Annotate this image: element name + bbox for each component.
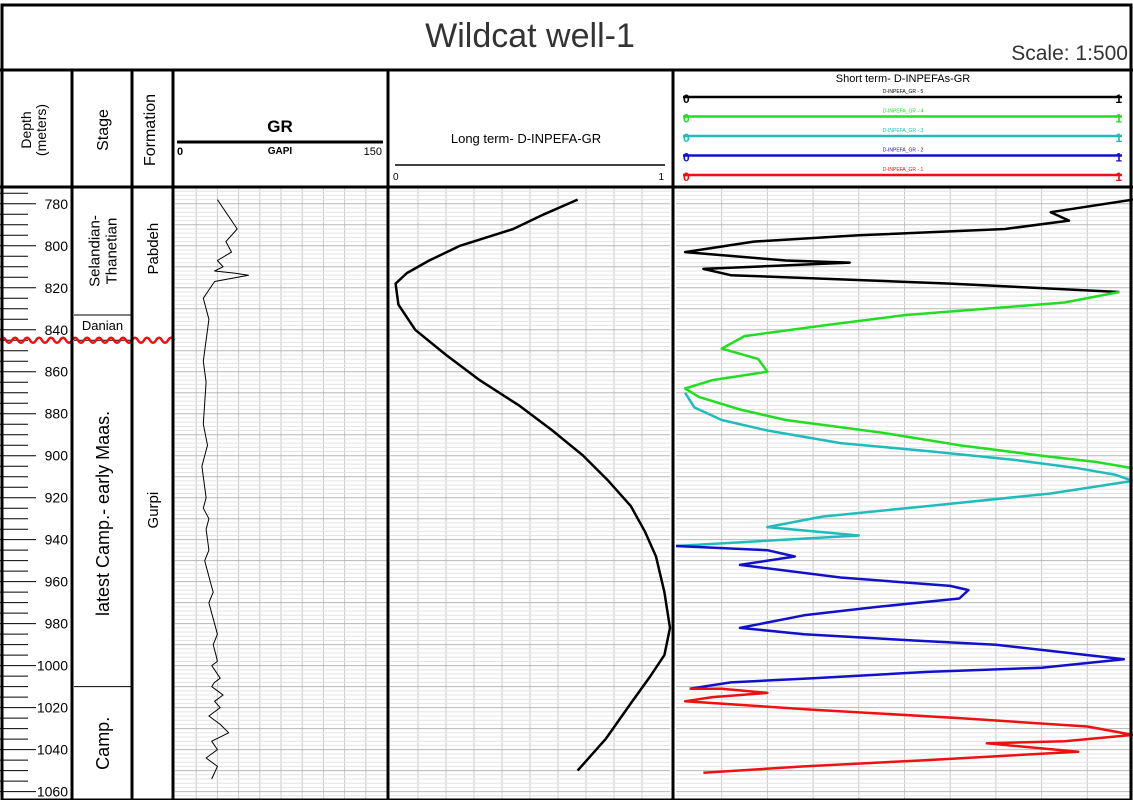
unconformity-line [0,336,176,344]
short-track-curve-name: D-INPEFA_GR - 1 [883,167,924,173]
depth-tick-label: 820 [45,280,69,296]
depth-tick-label: 840 [45,322,69,338]
gr-track-unit: GAPI [268,146,293,157]
depth-tick-label: 1020 [37,700,68,716]
series-line [683,290,1133,470]
stage-label: Selandian- [86,215,103,287]
gr-track-min: 0 [177,146,183,158]
formation-header: Formation [142,94,159,166]
depth-header-line2: (meters) [33,104,49,156]
stage-label: Camp. [93,717,113,770]
depth-tick-label: 800 [45,238,69,254]
gr-track-max: 150 [364,146,382,158]
short-track-title: Short term- D-INPEFAs-GR [836,73,971,85]
short-track-curve-max: 1 [1115,112,1122,126]
depth-tick-label: 980 [45,616,69,632]
series-line [201,199,249,780]
short-track-curve-max: 1 [1115,151,1122,165]
gr-track-title: GR [267,117,293,136]
short-track-curve-min: 0 [683,170,690,184]
grid [175,186,1133,800]
short-track-curve-name: D-INPEFA_GR - 5 [883,89,924,95]
short-track-curve-min: 0 [683,151,690,165]
series-line [675,392,1133,548]
short-track-curve-min: 0 [683,92,690,106]
depth-tick-label: 1000 [37,658,68,674]
depth-tick-label: 940 [45,532,69,548]
long-track-max: 1 [658,172,664,183]
long-track-min: 0 [393,172,399,183]
series-line [394,198,672,772]
stage-column: Selandian- Thanetian Danian latest Camp.- e… [0,215,176,770]
stage-header: Stage [95,109,112,151]
short-track-curve-min: 0 [683,112,690,126]
log-curves [201,198,1133,780]
series-line [683,198,1133,294]
chart-scale: Scale: 1:500 [1011,42,1128,65]
depth-header-line1: Depth [18,111,34,148]
stage-label: Danian [82,318,123,333]
frame [0,3,1133,800]
series-line [675,544,1126,690]
series-line [683,687,1133,774]
short-track-legend: D-INPEFA_GR - 5 0 1 D-INPEFA_GR - 4 0 1 D-INPE… [177,89,1122,184]
short-track-curve-max: 1 [1115,170,1122,184]
short-track-curve-min: 0 [683,131,690,145]
depth-tick-label: 880 [45,406,69,422]
short-track-curve-name: D-INPEFA_GR - 4 [883,109,924,115]
long-track-title: Long term- D-INPEFA-GR [451,131,601,146]
depth-tick-label: 780 [45,196,69,212]
short-track-curve-max: 1 [1115,131,1122,145]
depth-tick-label: 860 [45,364,69,380]
depth-tick-label: 920 [45,490,69,506]
depth-axis: 780 800 820 840 860 880 900 920 940 960 980 1000 102… [0,192,69,800]
depth-tick-label: 1040 [37,742,68,758]
formation-label: Gurpi [145,492,162,529]
outer-border [0,3,1133,800]
depth-tick-label: 900 [45,448,69,464]
short-track-curve-name: D-INPEFA_GR - 3 [883,128,924,134]
stage-label: latest Camp.- early Maas. [93,411,113,616]
formation-label: Pabdeh [145,223,162,275]
short-track-curve-name: D-INPEFA_GR - 2 [883,148,924,154]
stage-label: Thanetian [103,218,120,285]
depth-tick-label: 960 [45,574,69,590]
short-track-curve-max: 1 [1115,92,1122,106]
chart-title: Wildcat well-1 [425,17,635,55]
depth-tick-label: 1060 [37,784,68,800]
